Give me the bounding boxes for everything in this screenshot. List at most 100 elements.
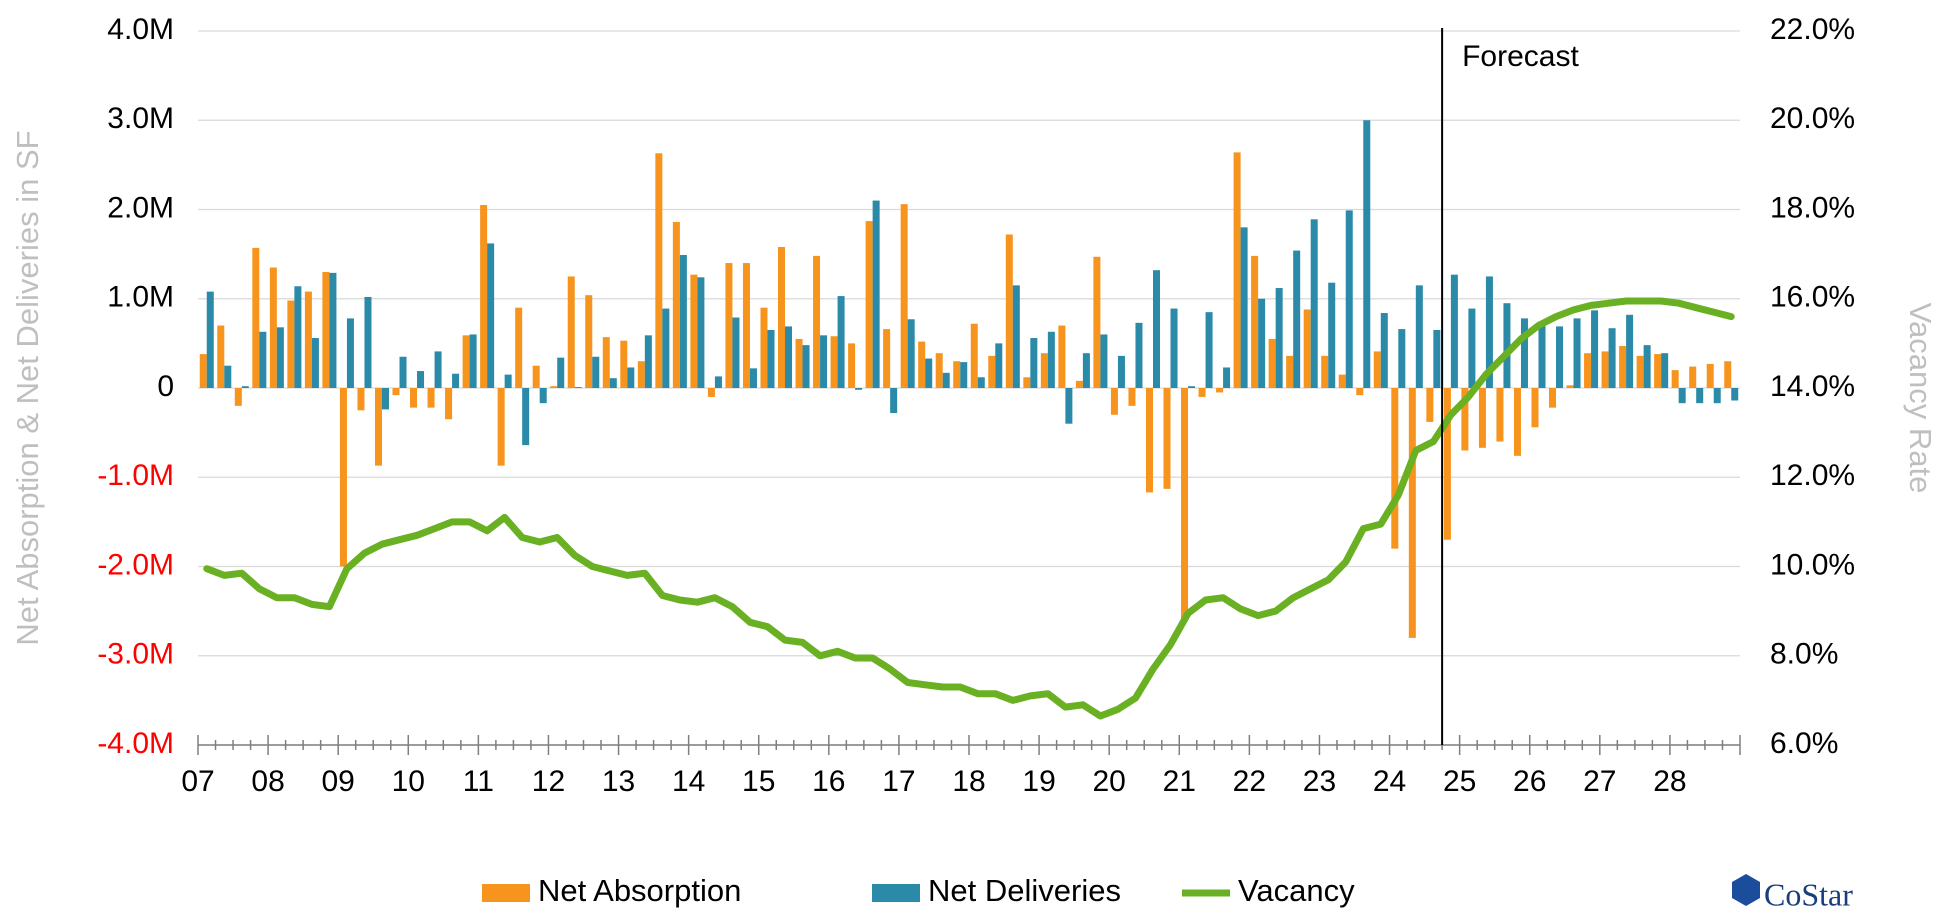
bar xyxy=(1566,385,1574,388)
bar xyxy=(1503,303,1511,388)
bar xyxy=(1538,325,1546,388)
bar xyxy=(1258,298,1266,388)
bar xyxy=(322,271,330,388)
legend-swatch xyxy=(482,884,530,902)
legend-label: Net Absorption xyxy=(538,873,741,908)
bar xyxy=(1030,338,1038,388)
bar xyxy=(1181,388,1189,621)
bar xyxy=(1696,388,1704,404)
bar xyxy=(550,386,558,388)
bar xyxy=(1040,353,1048,388)
bar xyxy=(1310,219,1318,388)
bar xyxy=(539,388,547,404)
bar xyxy=(679,255,687,388)
bar xyxy=(304,291,312,388)
x-tick-label: 13 xyxy=(602,765,635,798)
bar xyxy=(1689,366,1697,388)
x-tick-label: 23 xyxy=(1303,765,1336,798)
bar xyxy=(1450,274,1458,388)
bar xyxy=(1251,255,1259,388)
x-tick-label: 21 xyxy=(1163,765,1196,798)
bar xyxy=(1268,338,1276,388)
bar xyxy=(1531,388,1539,428)
bar xyxy=(802,345,810,388)
bar xyxy=(1556,326,1564,388)
bar xyxy=(374,388,382,466)
bar xyxy=(1216,388,1224,393)
bar xyxy=(953,361,961,388)
bar xyxy=(1321,355,1329,388)
y2-tick-label: 22.0% xyxy=(1770,13,1855,46)
y-tick-label: -2.0M xyxy=(97,548,174,581)
bar xyxy=(837,296,845,388)
bar xyxy=(1636,355,1644,388)
x-tick-label: 07 xyxy=(181,765,214,798)
bar xyxy=(1135,322,1143,388)
bar xyxy=(820,335,828,388)
bar xyxy=(381,388,389,410)
bar xyxy=(1286,355,1294,388)
y2-tick-label: 18.0% xyxy=(1770,191,1855,224)
x-tick-label: 15 xyxy=(742,765,775,798)
x-tick-label: 09 xyxy=(321,765,354,798)
bar xyxy=(1082,353,1090,388)
bar xyxy=(241,386,249,388)
bar xyxy=(1601,351,1609,388)
bar xyxy=(714,376,722,388)
bar xyxy=(452,373,460,388)
bar xyxy=(1128,388,1136,406)
bar xyxy=(865,221,873,388)
bar xyxy=(1170,308,1178,388)
y-tick-label: 0 xyxy=(157,370,174,403)
bar xyxy=(1661,353,1669,388)
bar xyxy=(259,331,267,388)
bar xyxy=(690,274,698,388)
bar xyxy=(1356,388,1364,396)
y-tick-label: 2.0M xyxy=(107,191,174,224)
bar xyxy=(1626,314,1634,388)
y-tick-label: -4.0M xyxy=(97,727,174,760)
bar xyxy=(1152,270,1160,388)
bar xyxy=(785,326,793,388)
bar xyxy=(697,277,705,388)
bar xyxy=(1391,388,1399,549)
bar xyxy=(252,247,260,388)
bar xyxy=(1380,313,1388,388)
bar xyxy=(1145,388,1153,493)
bar xyxy=(434,351,442,388)
bar xyxy=(1163,388,1171,489)
bar xyxy=(655,153,663,388)
bar xyxy=(311,338,319,388)
bar xyxy=(970,323,978,388)
bar xyxy=(855,388,863,390)
bar xyxy=(760,307,768,388)
bar xyxy=(742,263,750,388)
y-tick-label: -1.0M xyxy=(97,459,174,492)
bar xyxy=(364,296,372,388)
bar xyxy=(1093,256,1101,388)
x-tick-label: 17 xyxy=(882,765,915,798)
x-tick-label: 26 xyxy=(1513,765,1546,798)
bar xyxy=(1005,234,1013,388)
bar xyxy=(1012,285,1020,388)
bar xyxy=(872,200,880,388)
bar xyxy=(427,388,435,408)
y-tick-label: 1.0M xyxy=(107,281,174,314)
bar xyxy=(497,388,505,466)
bar xyxy=(269,267,277,388)
bar xyxy=(1345,210,1353,388)
bar xyxy=(942,372,950,388)
bar xyxy=(1240,227,1248,388)
y-tick-label: -3.0M xyxy=(97,638,174,671)
bar xyxy=(1713,388,1721,404)
bar xyxy=(672,221,680,388)
bar xyxy=(1584,353,1592,388)
bar xyxy=(445,388,453,420)
bar xyxy=(1678,388,1686,404)
x-tick-label: 28 xyxy=(1653,765,1686,798)
bar xyxy=(1478,388,1486,448)
x-tick-label: 08 xyxy=(251,765,284,798)
bar xyxy=(1415,285,1423,388)
bar xyxy=(778,246,786,388)
